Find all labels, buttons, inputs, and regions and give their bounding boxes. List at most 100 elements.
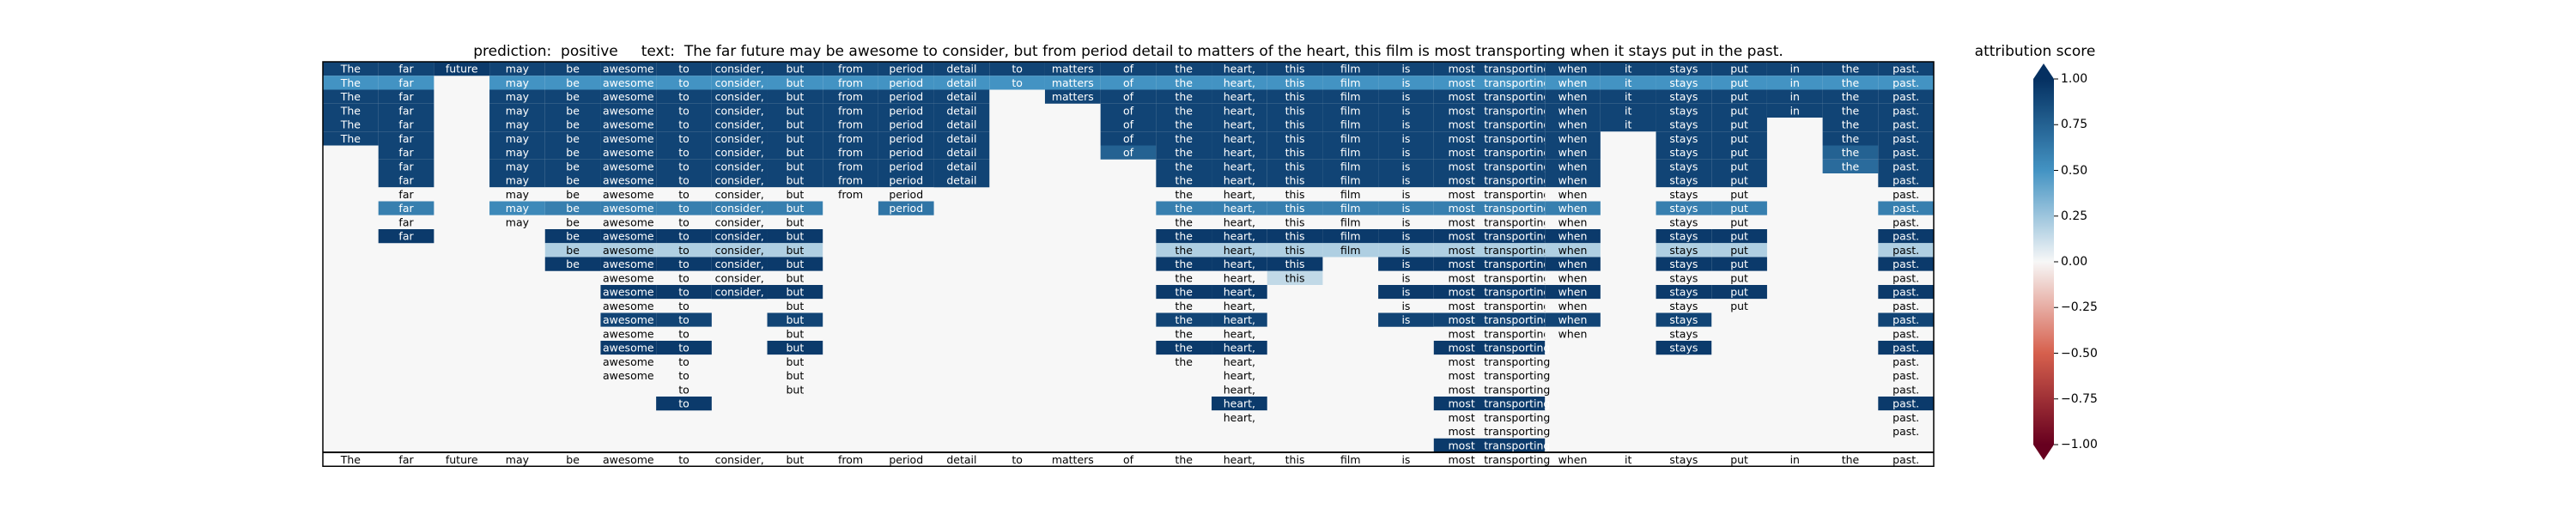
heatmap-cell	[600, 62, 657, 76]
cell-token-label: most	[1449, 244, 1475, 257]
cell-token-label: the	[1175, 174, 1193, 187]
cell-token-label: past.	[1893, 104, 1919, 117]
cell-token-label: the	[1175, 342, 1193, 354]
heatmap-cell	[1322, 118, 1379, 132]
cell-token-label: awesome	[603, 271, 654, 284]
heatmap-cell	[1433, 341, 1490, 355]
cell-token-label: may	[506, 188, 530, 201]
heatmap-cell	[378, 187, 434, 202]
heatmap-cell	[656, 201, 712, 215]
cell-token-label: be	[566, 215, 580, 228]
cell-token-label: most	[1449, 146, 1475, 159]
cell-token-label: most	[1449, 383, 1475, 396]
heatmap-cell	[1656, 299, 1712, 313]
cell-token-label: be	[566, 104, 580, 117]
heatmap-cell	[1322, 173, 1379, 188]
heatmap-cell	[489, 187, 545, 202]
cell-token-label: may	[506, 63, 530, 76]
cell-token-label: most	[1449, 286, 1475, 299]
token-axis-label: future	[446, 453, 478, 466]
heatmap-cell	[1433, 368, 1490, 383]
cell-token-label: but	[786, 369, 804, 382]
heatmap-cell	[1378, 215, 1434, 229]
cell-token-label: may	[506, 202, 530, 215]
heatmap-cell	[1822, 89, 1879, 104]
cell-token-label: to	[678, 63, 690, 76]
heatmap-cell	[1766, 89, 1823, 104]
cell-token-label: awesome	[603, 342, 654, 354]
heatmap-cell	[767, 187, 823, 202]
cell-token-label: transporting	[1484, 104, 1550, 117]
heatmap-cell	[656, 299, 712, 313]
token-axis-label: from	[838, 453, 863, 466]
token-axis-label: to	[1012, 453, 1023, 466]
token-axis-label: put	[1730, 453, 1748, 466]
heatmap-cell	[1545, 285, 1601, 300]
cell-token-label: awesome	[603, 215, 654, 228]
cell-token-label: put	[1730, 202, 1748, 215]
heatmap-cell	[1656, 76, 1712, 90]
heatmap-cell	[1878, 299, 1934, 313]
heatmap-cell	[933, 62, 990, 76]
heatmap-cell	[1656, 145, 1712, 160]
heatmap-cell	[1378, 257, 1434, 271]
cell-token-label: heart,	[1224, 215, 1255, 228]
cell-token-label: transporting	[1484, 90, 1550, 103]
cell-token-label: when	[1558, 63, 1588, 76]
heatmap-cell	[656, 215, 712, 229]
cell-token-label: stays	[1669, 258, 1698, 270]
heatmap-cell	[1433, 62, 1490, 76]
heatmap-cell	[1156, 62, 1212, 76]
cell-token-label: past.	[1893, 63, 1919, 76]
cell-token-label: this	[1285, 104, 1305, 117]
cell-token-label: this	[1285, 146, 1305, 159]
heatmap-cell	[1878, 341, 1934, 355]
cell-token-label: is	[1401, 271, 1410, 284]
cell-token-label: past.	[1893, 118, 1919, 131]
heatmap-cell	[1433, 76, 1490, 90]
cell-token-label: but	[786, 90, 804, 103]
heatmap-cell	[1489, 326, 1546, 341]
heatmap-cell	[1878, 397, 1934, 411]
cell-token-label: is	[1401, 90, 1410, 103]
heatmap-cell	[600, 173, 657, 188]
cell-token-label: film	[1340, 132, 1361, 145]
heatmap-cell	[600, 159, 657, 173]
cell-token-label: but	[786, 132, 804, 145]
cell-token-label: consider,	[715, 160, 764, 173]
heatmap-cell	[823, 89, 878, 104]
cell-token-label: is	[1401, 132, 1410, 145]
cell-token-label: awesome	[603, 132, 654, 145]
cell-token-label: from	[838, 118, 863, 131]
cell-token-label: past.	[1893, 271, 1919, 284]
cell-token-label: the	[1842, 90, 1860, 103]
cell-token-label: from	[838, 76, 863, 89]
cell-token-label: period	[889, 146, 923, 159]
heatmap-cell	[933, 103, 990, 118]
heatmap-cell	[1711, 215, 1767, 229]
cell-token-label: transporting	[1484, 355, 1550, 368]
heatmap-cell	[823, 159, 878, 173]
heatmap-cell	[1433, 270, 1490, 285]
cell-token-label: but	[786, 160, 804, 173]
cell-token-label: stays	[1669, 160, 1698, 173]
token-axis-label: be	[566, 453, 580, 466]
heatmap-cell	[1212, 62, 1267, 76]
heatmap-cell	[656, 173, 712, 188]
cell-token-label: stays	[1669, 146, 1698, 159]
token-axis-label: awesome	[603, 453, 654, 466]
cell-token-label: is	[1401, 104, 1410, 117]
token-axis-label: the	[1842, 453, 1860, 466]
cell-token-label: film	[1340, 76, 1361, 89]
cell-token-label: heart,	[1224, 411, 1255, 424]
heatmap-cell	[767, 257, 823, 271]
heatmap-cell	[878, 76, 934, 90]
heatmap-cell	[1489, 229, 1546, 244]
cell-token-label: is	[1401, 174, 1410, 187]
cell-token-label: to	[678, 383, 690, 396]
cell-token-label: may	[506, 174, 530, 187]
heatmap-cell	[1878, 410, 1934, 425]
heatmap-cell	[1711, 257, 1767, 271]
cell-token-label: is	[1401, 63, 1410, 76]
heatmap-cell	[1156, 215, 1212, 229]
